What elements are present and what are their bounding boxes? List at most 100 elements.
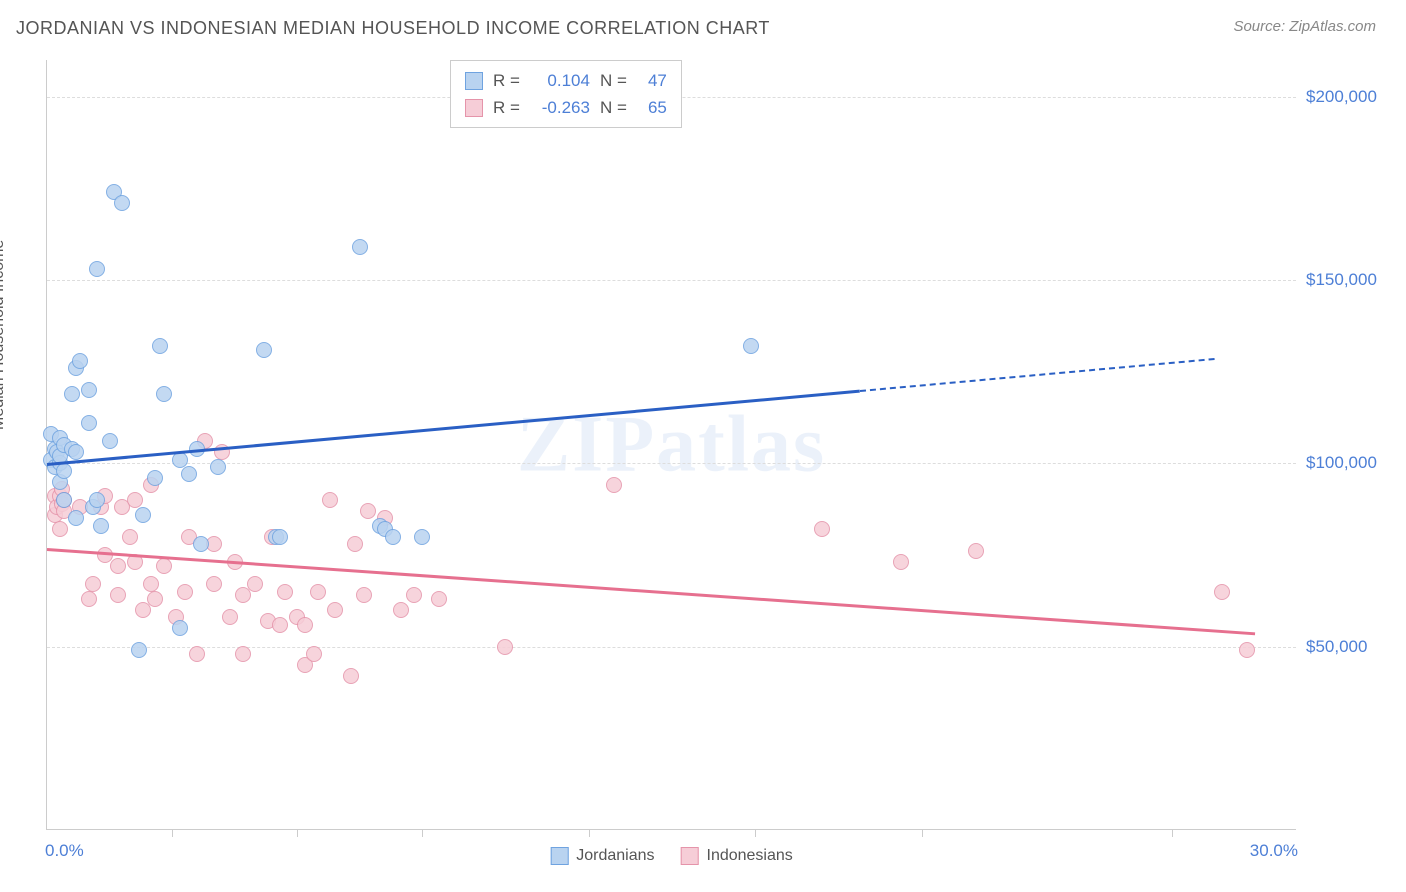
scatter-point: [406, 587, 422, 603]
scatter-point: [114, 195, 130, 211]
scatter-point: [606, 477, 622, 493]
stat-value-r: 0.104: [530, 67, 590, 94]
series-swatch: [465, 99, 483, 117]
scatter-point: [206, 576, 222, 592]
scatter-point: [360, 503, 376, 519]
x-tick-mark: [755, 829, 756, 837]
legend-swatch: [550, 847, 568, 865]
scatter-point: [306, 646, 322, 662]
scatter-point: [177, 584, 193, 600]
scatter-point: [272, 529, 288, 545]
scatter-point: [89, 492, 105, 508]
scatter-point: [189, 646, 205, 662]
stat-label: R =: [493, 67, 520, 94]
scatter-point: [68, 510, 84, 526]
stats-row: R =-0.263N =65: [465, 94, 667, 121]
legend-label: Jordanians: [576, 847, 654, 865]
scatter-point: [193, 536, 209, 552]
y-tick-label: $200,000: [1306, 87, 1401, 107]
scatter-point: [110, 587, 126, 603]
scatter-point: [89, 261, 105, 277]
series-swatch: [465, 72, 483, 90]
scatter-point: [968, 543, 984, 559]
x-tick-mark: [422, 829, 423, 837]
scatter-point: [172, 452, 188, 468]
scatter-point: [235, 646, 251, 662]
scatter-point: [156, 386, 172, 402]
scatter-point: [172, 620, 188, 636]
scatter-point: [310, 584, 326, 600]
y-tick-label: $150,000: [1306, 270, 1401, 290]
scatter-point: [414, 529, 430, 545]
scatter-point: [347, 536, 363, 552]
scatter-point: [1239, 642, 1255, 658]
legend-item: Indonesians: [680, 847, 792, 865]
scatter-point: [343, 668, 359, 684]
scatter-point: [152, 338, 168, 354]
scatter-point: [143, 576, 159, 592]
scatter-point: [431, 591, 447, 607]
scatter-point: [156, 558, 172, 574]
y-tick-label: $50,000: [1306, 637, 1401, 657]
stat-label: R =: [493, 94, 520, 121]
x-tick-mark: [297, 829, 298, 837]
watermark: ZIPatlas: [517, 399, 826, 490]
scatter-point: [814, 521, 830, 537]
scatter-point: [81, 382, 97, 398]
x-tick-mark: [922, 829, 923, 837]
y-tick-label: $100,000: [1306, 453, 1401, 473]
x-tick-label-left: 0.0%: [45, 841, 84, 861]
scatter-point: [81, 415, 97, 431]
stats-row: R = 0.104 N = 47: [465, 67, 667, 94]
scatter-point: [102, 433, 118, 449]
scatter-point: [64, 386, 80, 402]
scatter-point: [52, 521, 68, 537]
stat-value-n: 65: [637, 94, 667, 121]
scatter-point: [256, 342, 272, 358]
gridline: [47, 280, 1296, 281]
legend-label: Indonesians: [706, 847, 792, 865]
x-tick-mark: [172, 829, 173, 837]
scatter-point: [743, 338, 759, 354]
legend-item: Jordanians: [550, 847, 654, 865]
scatter-point: [81, 591, 97, 607]
y-axis-label: Median Household Income: [0, 240, 8, 430]
scatter-point: [147, 591, 163, 607]
scatter-point: [497, 639, 513, 655]
scatter-point: [893, 554, 909, 570]
stat-label: N =: [600, 67, 627, 94]
scatter-point: [127, 492, 143, 508]
scatter-point: [1214, 584, 1230, 600]
chart-container: JORDANIAN VS INDONESIAN MEDIAN HOUSEHOLD…: [0, 0, 1406, 892]
scatter-point: [85, 576, 101, 592]
trend-line: [47, 390, 860, 466]
scatter-point: [56, 492, 72, 508]
stat-label: N =: [600, 94, 627, 121]
scatter-point: [247, 576, 263, 592]
scatter-point: [352, 239, 368, 255]
scatter-point: [135, 507, 151, 523]
scatter-point: [110, 558, 126, 574]
scatter-point: [147, 470, 163, 486]
scatter-point: [122, 529, 138, 545]
x-tick-label-right: 30.0%: [1250, 841, 1298, 861]
chart-legend: Jordanians Indonesians: [550, 847, 793, 865]
scatter-point: [210, 459, 226, 475]
scatter-point: [93, 518, 109, 534]
gridline: [47, 463, 1296, 464]
gridline: [47, 647, 1296, 648]
scatter-point: [131, 642, 147, 658]
scatter-point: [327, 602, 343, 618]
scatter-point: [222, 609, 238, 625]
scatter-point: [56, 463, 72, 479]
scatter-point: [181, 466, 197, 482]
scatter-point: [277, 584, 293, 600]
scatter-point: [272, 617, 288, 633]
x-tick-mark: [1172, 829, 1173, 837]
scatter-point: [356, 587, 372, 603]
scatter-point: [385, 529, 401, 545]
stat-value-n: 47: [637, 67, 667, 94]
scatter-point: [393, 602, 409, 618]
legend-swatch: [680, 847, 698, 865]
chart-title: JORDANIAN VS INDONESIAN MEDIAN HOUSEHOLD…: [16, 18, 770, 39]
